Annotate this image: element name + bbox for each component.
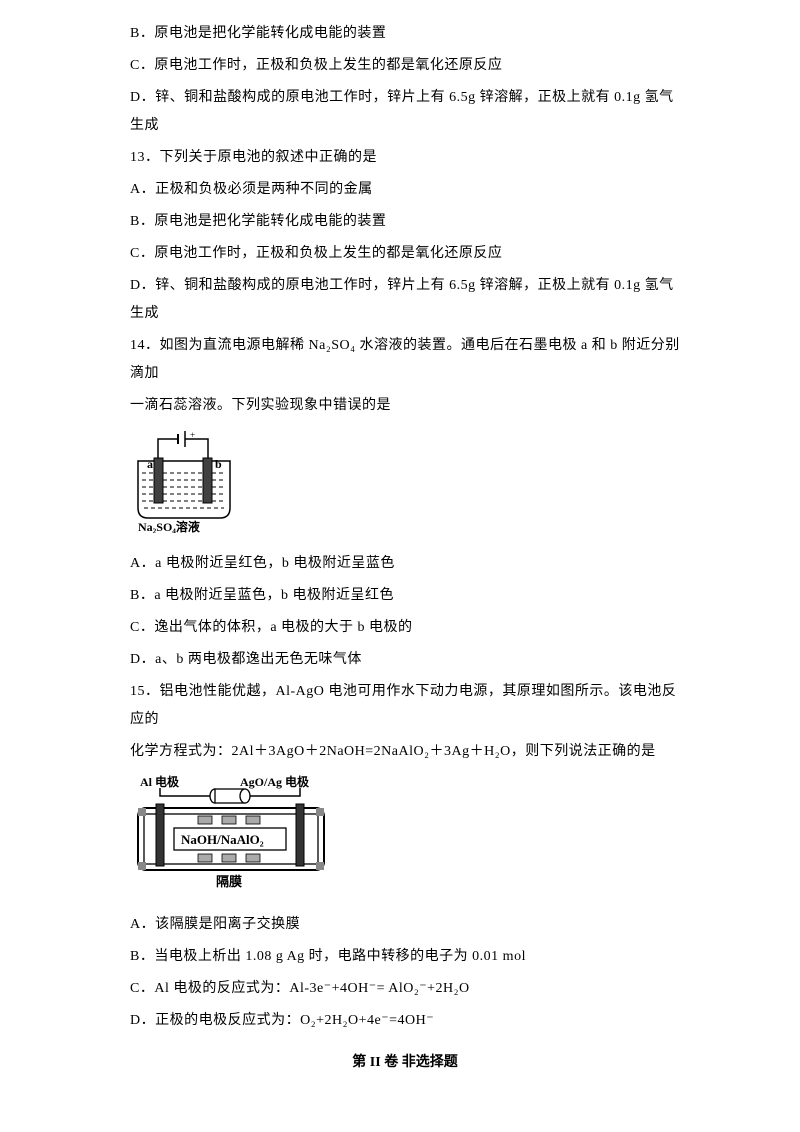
- al-label: Al 电极: [140, 774, 180, 789]
- q15-stem-1: 15．铝电池性能优越，Al-AgO 电池可用作水下动力电源，其原理如图所示。该电…: [130, 678, 680, 734]
- q15-option-a: A．该隔膜是阳离子交换膜: [130, 911, 680, 939]
- label-b: b: [215, 457, 222, 471]
- q15-option-c: C．Al 电极的反应式为：Al-3e⁻+4OH⁻= AlO₂⁻+2H₂O: [130, 975, 680, 1003]
- q15-stem-2: 化学方程式为：2Al＋3AgO＋2NaOH=2NaAlO₂＋3Ag＋H₂O，则下…: [130, 738, 680, 766]
- q15-figure: Al 电极 AgO/Ag 电极 NaOH/NaAlO₂: [130, 774, 680, 905]
- membrane-label: 隔膜: [216, 874, 242, 889]
- q12-option-b: B．原电池是把化学能转化成电能的装置: [130, 20, 680, 48]
- q15-option-d: D．正极的电极反应式为：O₂+2H₂O+4e⁻=4OH⁻: [130, 1007, 680, 1035]
- q12-option-d: D．锌、铜和盐酸构成的原电池工作时，锌片上有 6.5g 锌溶解，正极上就有 0.…: [130, 84, 680, 140]
- q14-stem-2: 一滴石蕊溶液。下列实验现象中错误的是: [130, 392, 680, 420]
- q14-figure: + a b Na₂SO₄溶液: [130, 428, 680, 544]
- q14-option-a: A．a 电极附近呈红色，b 电极附近呈蓝色: [130, 550, 680, 578]
- q14-option-c: C．逸出气体的体积，a 电极的大于 b 电极的: [130, 614, 680, 642]
- q13-option-d: D．锌、铜和盐酸构成的原电池工作时，锌片上有 6.5g 锌溶解，正极上就有 0.…: [130, 272, 680, 328]
- q13-option-c: C．原电池工作时，正极和负极上发生的都是氧化还原反应: [130, 240, 680, 268]
- section-2-title: 第 II 卷 非选择题: [130, 1049, 680, 1077]
- q15-option-b: B．当电极上析出 1.08 g Ag 时，电路中转移的电子为 0.01 mol: [130, 943, 680, 971]
- q13-option-b: B．原电池是把化学能转化成电能的装置: [130, 208, 680, 236]
- sol-label: NaOH/NaAlO₂: [181, 832, 264, 847]
- label-a: a: [147, 457, 153, 471]
- q14-option-d: D．a、b 两电极都逸出无色无味气体: [130, 646, 680, 674]
- q13-option-a: A．正极和负极必须是两种不同的金属: [130, 176, 680, 204]
- solution-label: Na₂SO₄溶液: [138, 519, 200, 533]
- ag-label: AgO/Ag 电极: [240, 774, 310, 789]
- q13-stem: 13．下列关于原电池的叙述中正确的是: [130, 144, 680, 172]
- q12-option-c: C．原电池工作时，正极和负极上发生的都是氧化还原反应: [130, 52, 680, 80]
- q14-stem-1: 14．如图为直流电源电解稀 Na₂SO₄ 水溶液的装置。通电后在石墨电极 a 和…: [130, 332, 680, 388]
- q14-option-b: B．a 电极附近呈蓝色，b 电极附近呈红色: [130, 582, 680, 610]
